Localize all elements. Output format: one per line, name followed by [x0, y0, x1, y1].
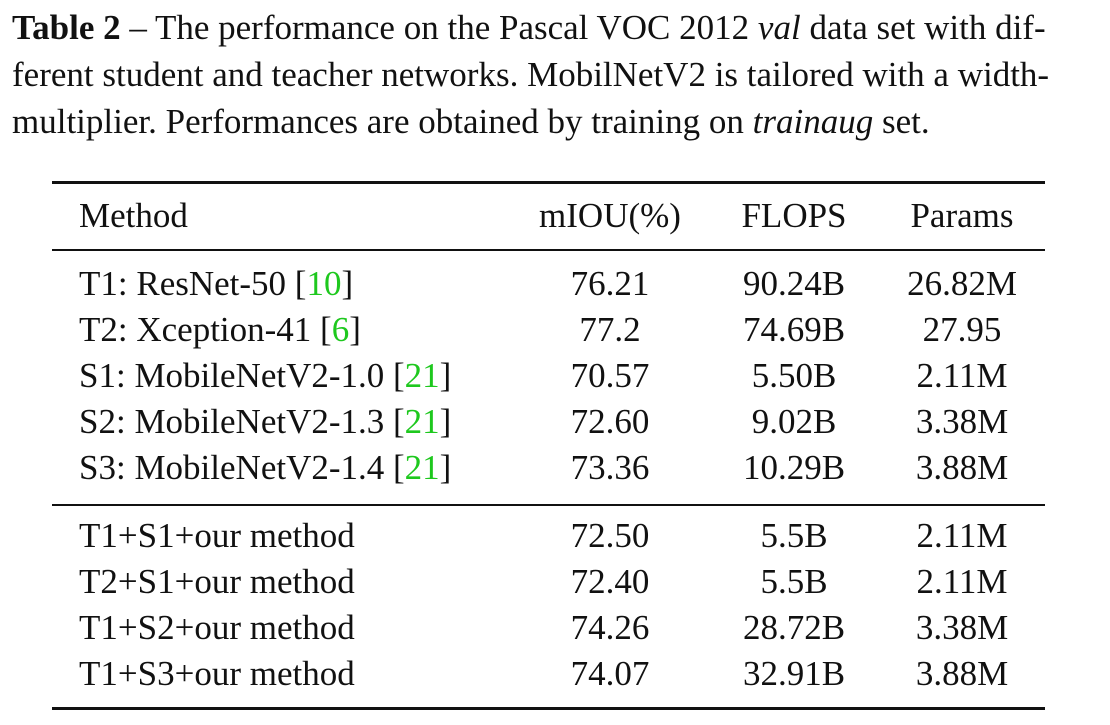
row-flops: 10.29B — [742, 448, 846, 487]
row-flops: 5.5B — [760, 562, 828, 601]
row-miou: 70.57 — [570, 356, 650, 395]
row-flops: 9.02B — [751, 402, 837, 441]
header-method: Method — [79, 196, 188, 235]
citation-link[interactable]: 21 — [404, 402, 440, 441]
row-miou: 74.07 — [570, 654, 650, 693]
bracket-close: ] — [439, 402, 452, 441]
bracket-close: ] — [341, 264, 354, 303]
caption-text-val: val — [757, 8, 801, 47]
row-method: S1: MobileNetV2-1.0 [21] — [79, 355, 451, 397]
caption-line-1: Table 2 – The performance on the Pascal … — [12, 4, 1102, 51]
row-flops: 74.69B — [742, 310, 846, 349]
citation-link[interactable]: 6 — [331, 310, 350, 349]
citation-link[interactable]: 21 — [404, 356, 440, 395]
row-flops: 28.72B — [742, 608, 846, 647]
row-params: 3.88M — [915, 448, 1009, 487]
row-flops: 90.24B — [742, 264, 846, 303]
caption-line-3: multiplier. Performances are obtained by… — [12, 98, 1102, 145]
row-method: S3: MobileNetV2-1.4 [21] — [79, 447, 451, 489]
row-miou: 72.50 — [570, 516, 650, 555]
method-text: S1: MobileNetV2-1.0 [ — [79, 356, 405, 395]
row-params: 2.11M — [916, 356, 1008, 395]
row-miou: 72.60 — [570, 402, 650, 441]
row-flops: 32.91B — [742, 654, 846, 693]
caption-line-2: ferent student and teacher networks. Mob… — [12, 55, 1050, 94]
table-top-rule — [52, 181, 1045, 184]
table-bottom-rule — [52, 707, 1045, 710]
caption-text-1a: – The performance on the Pascal VOC 2012 — [120, 8, 758, 47]
row-method: T2+S1+our method — [79, 562, 355, 601]
method-text: S2: MobileNetV2-1.3 [ — [79, 402, 405, 441]
citation-link[interactable]: 10 — [306, 264, 342, 303]
bracket-close: ] — [349, 310, 361, 349]
row-miou: 73.36 — [570, 448, 650, 487]
row-params: 3.88M — [915, 654, 1009, 693]
row-params: 2.11M — [916, 562, 1008, 601]
row-miou: 76.21 — [570, 264, 650, 303]
table-header-rule — [52, 249, 1045, 251]
header-flops: FLOPS — [741, 196, 847, 235]
row-method: T2: Xception-41 [6] — [79, 309, 361, 351]
row-params: 3.38M — [915, 402, 1009, 441]
caption-label: Table 2 — [12, 8, 121, 47]
header-miou: mIOU(%) — [539, 196, 681, 235]
bracket-close: ] — [439, 356, 452, 395]
row-method: T1+S3+our method — [79, 654, 355, 693]
row-method: S2: MobileNetV2-1.3 [21] — [79, 401, 451, 443]
caption-text-trainaug: trainaug — [752, 102, 874, 141]
bracket-close: ] — [439, 448, 452, 487]
row-flops: 5.50B — [751, 356, 837, 395]
row-method: T1: ResNet-50 [10] — [79, 263, 353, 305]
method-text: T2: Xception-41 [ — [79, 310, 332, 349]
row-params: 2.11M — [916, 516, 1008, 555]
row-miou: 72.40 — [570, 562, 650, 601]
header-params: Params — [910, 196, 1014, 235]
row-method: T1+S2+our method — [79, 608, 355, 647]
row-method: T1+S1+our method — [79, 516, 355, 555]
table-caption: Table 2 – The performance on the Pascal … — [12, 4, 1102, 145]
caption-text-1b: data set with dif- — [800, 8, 1046, 47]
row-flops: 5.5B — [760, 516, 828, 555]
row-params: 3.38M — [915, 608, 1009, 647]
row-params: 26.82M — [907, 264, 1017, 303]
row-params: 27.95 — [922, 310, 1002, 349]
row-miou: 77.2 — [579, 310, 641, 349]
row-miou: 74.26 — [570, 608, 650, 647]
method-text: T1: ResNet-50 [ — [79, 264, 307, 303]
method-text: S3: MobileNetV2-1.4 [ — [79, 448, 405, 487]
table-group-rule — [52, 504, 1045, 506]
caption-text-3b: set. — [873, 102, 930, 141]
caption-text-3a: multiplier. Performances are obtained by… — [12, 102, 753, 141]
citation-link[interactable]: 21 — [404, 448, 440, 487]
